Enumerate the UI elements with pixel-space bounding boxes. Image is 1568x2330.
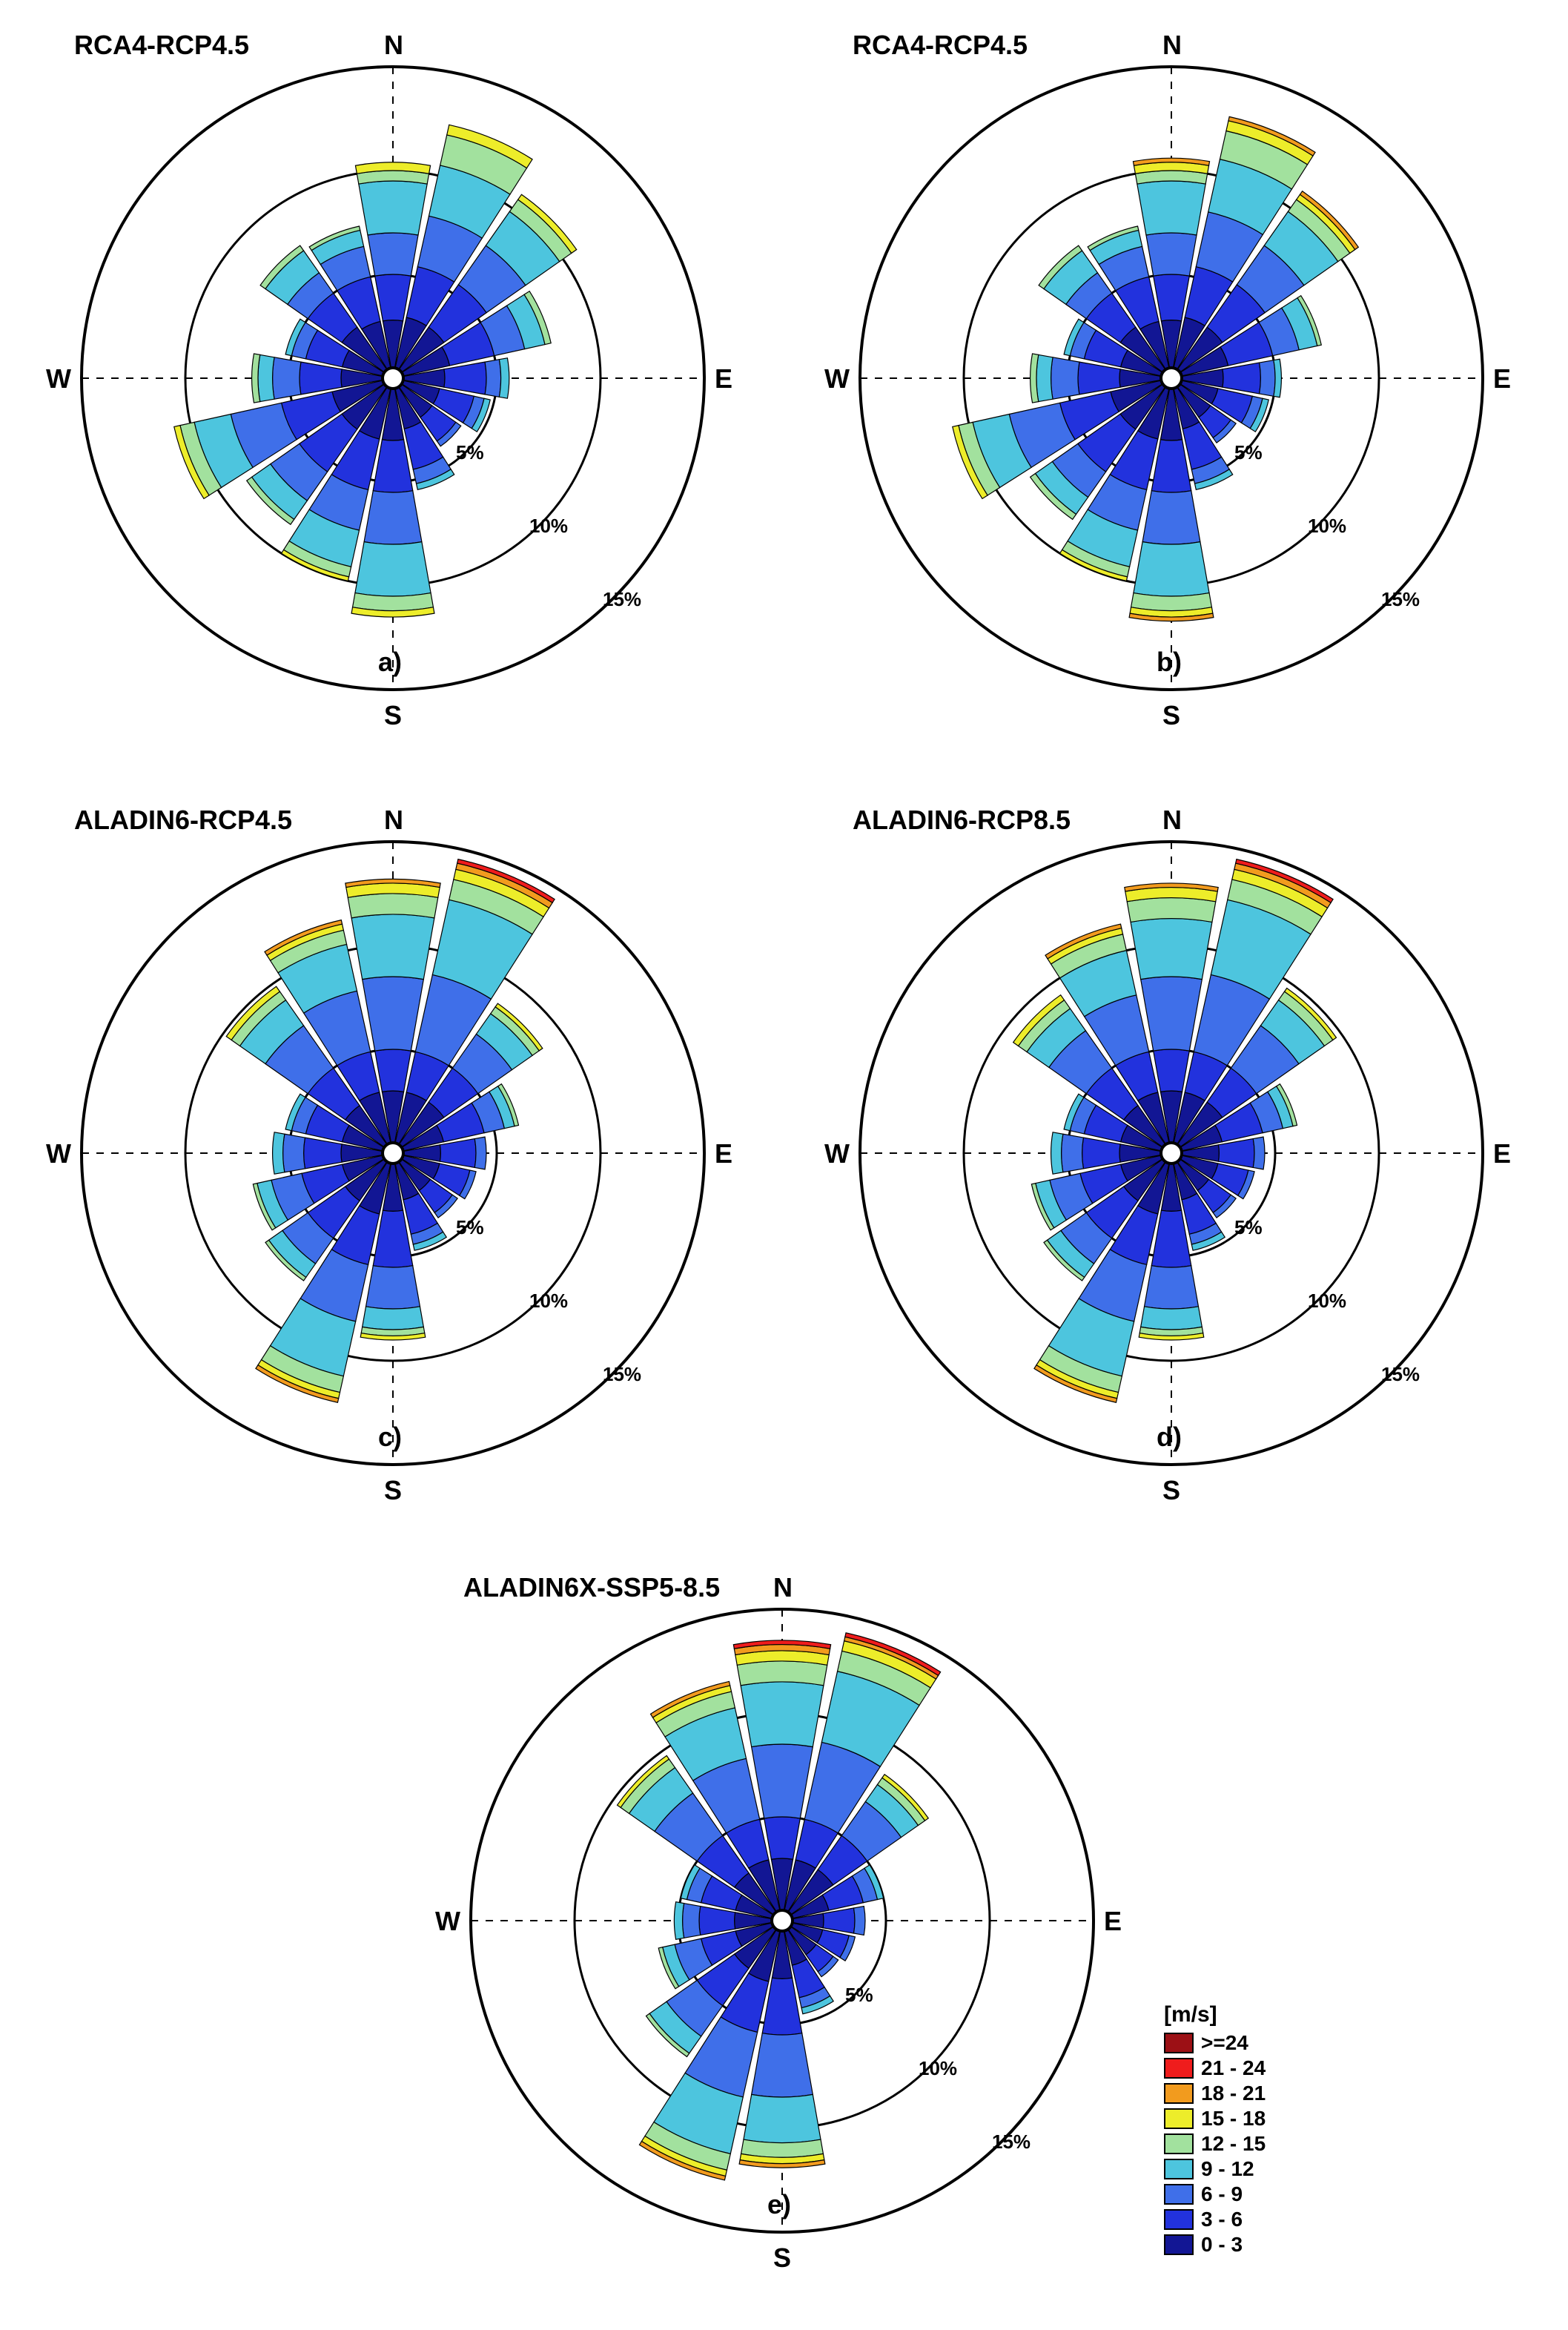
legend-label: 21 - 24 xyxy=(1201,2056,1266,2081)
legend-label: 15 - 18 xyxy=(1201,2106,1266,2131)
windrose-e xyxy=(441,1580,1123,2262)
legend-label: 0 - 3 xyxy=(1201,2232,1243,2257)
legend-label: 3 - 6 xyxy=(1201,2207,1243,2232)
windrose-c xyxy=(52,812,734,1494)
windrose-b xyxy=(830,37,1512,719)
legend-label: 9 - 12 xyxy=(1201,2156,1254,2182)
legend: [m/s]>=2421 - 2418 - 2115 - 1812 - 159 -… xyxy=(1164,2002,1266,2257)
legend-label: 6 - 9 xyxy=(1201,2182,1243,2207)
windrose-a xyxy=(52,37,734,719)
windrose-d xyxy=(830,812,1512,1494)
legend-label: 12 - 15 xyxy=(1201,2131,1266,2156)
legend-label: >=24 xyxy=(1201,2030,1248,2056)
legend-label: 18 - 21 xyxy=(1201,2081,1266,2106)
